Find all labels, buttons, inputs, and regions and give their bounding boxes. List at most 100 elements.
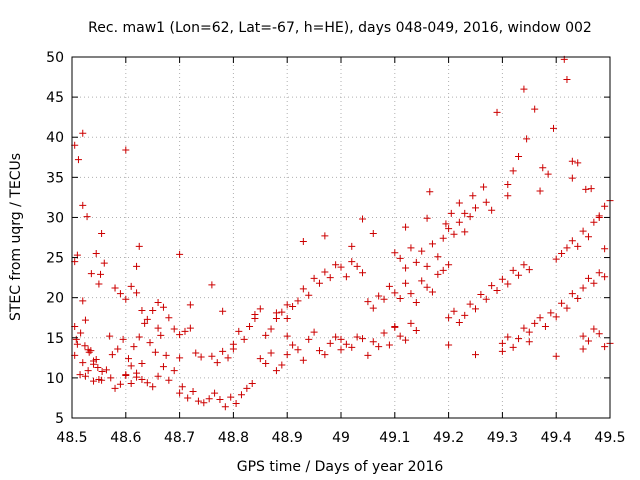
- data-point: [321, 232, 329, 240]
- data-point: [544, 170, 552, 178]
- data-point: [111, 384, 119, 392]
- data-point: [151, 348, 159, 356]
- data-point: [439, 266, 447, 274]
- data-point: [235, 327, 243, 335]
- data-point: [186, 324, 194, 332]
- data-point: [445, 225, 453, 233]
- data-point: [369, 229, 377, 237]
- data-point: [504, 280, 512, 288]
- data-point: [138, 359, 146, 367]
- data-point: [337, 346, 345, 354]
- data-point: [601, 245, 609, 253]
- data-point: [107, 374, 115, 382]
- data-point: [143, 315, 151, 323]
- data-point: [133, 369, 141, 377]
- data-point: [305, 291, 313, 299]
- x-tick-label: 48.5: [56, 430, 87, 446]
- data-point: [81, 342, 89, 350]
- data-point: [178, 383, 186, 391]
- data-point: [455, 199, 463, 207]
- data-point: [165, 314, 173, 322]
- y-tick-label: 10: [46, 371, 64, 387]
- data-point: [558, 250, 566, 258]
- data-point: [498, 347, 506, 355]
- data-point: [85, 348, 93, 356]
- data-point: [219, 347, 227, 355]
- data-point: [488, 206, 496, 214]
- data-point: [525, 266, 533, 274]
- data-point: [272, 309, 280, 317]
- data-point: [412, 258, 420, 266]
- data-point: [541, 323, 549, 331]
- data-point: [574, 159, 582, 167]
- data-point: [114, 345, 122, 353]
- data-point: [348, 242, 356, 250]
- data-point: [92, 355, 100, 363]
- data-point: [87, 347, 95, 355]
- data-point: [227, 393, 235, 401]
- data-point: [396, 254, 404, 262]
- data-point: [375, 292, 383, 300]
- data-point: [369, 304, 377, 312]
- x-axis-label: GPS time / Days of year 2016: [237, 459, 444, 475]
- data-point: [568, 174, 576, 182]
- data-point: [149, 307, 157, 315]
- data-point: [192, 349, 200, 357]
- data-point: [283, 301, 291, 309]
- data-point: [428, 240, 436, 248]
- data-point: [359, 269, 367, 277]
- data-point: [205, 395, 213, 403]
- data-point: [504, 192, 512, 200]
- data-point: [154, 298, 162, 306]
- data-point: [412, 298, 420, 306]
- data-point: [159, 303, 167, 311]
- chart-title: Rec. maw1 (Lon=62, Lat=-67, h=HE), days …: [88, 20, 592, 36]
- data-point: [482, 198, 490, 206]
- data-point: [595, 213, 603, 221]
- data-point: [385, 341, 393, 349]
- data-point: [493, 286, 501, 294]
- data-point: [482, 295, 490, 303]
- data-point: [531, 319, 539, 327]
- data-point: [391, 249, 399, 257]
- data-point: [283, 351, 291, 359]
- data-point: [498, 275, 506, 283]
- data-point: [402, 223, 410, 231]
- data-point: [90, 360, 98, 368]
- data-point: [504, 333, 512, 341]
- data-point: [83, 213, 91, 221]
- data-point: [84, 367, 92, 375]
- data-point: [326, 274, 334, 282]
- data-point: [579, 332, 587, 340]
- data-point: [504, 181, 512, 189]
- data-point: [584, 337, 592, 345]
- data-point: [310, 328, 318, 336]
- data-point: [423, 214, 431, 222]
- data-point: [402, 279, 410, 287]
- data-point: [305, 335, 313, 343]
- data-point: [550, 124, 558, 132]
- data-point: [267, 325, 275, 333]
- data-point: [477, 290, 485, 298]
- data-point: [208, 352, 216, 360]
- data-point: [466, 213, 474, 221]
- data-point: [385, 282, 393, 290]
- data-point: [445, 261, 453, 269]
- data-point: [509, 167, 517, 175]
- data-point: [154, 324, 162, 332]
- y-tick-label: 50: [46, 50, 64, 66]
- data-point: [100, 259, 108, 267]
- data-point: [189, 388, 197, 396]
- data-point: [237, 391, 245, 399]
- data-point: [391, 323, 399, 331]
- data-point: [337, 263, 345, 271]
- data-point: [74, 156, 82, 164]
- data-point: [97, 270, 105, 278]
- data-point: [251, 315, 259, 323]
- data-point: [138, 375, 146, 383]
- data-point: [143, 379, 151, 387]
- data-point: [79, 359, 87, 367]
- data-point: [289, 341, 297, 349]
- data-point: [267, 349, 275, 357]
- data-point: [353, 333, 361, 341]
